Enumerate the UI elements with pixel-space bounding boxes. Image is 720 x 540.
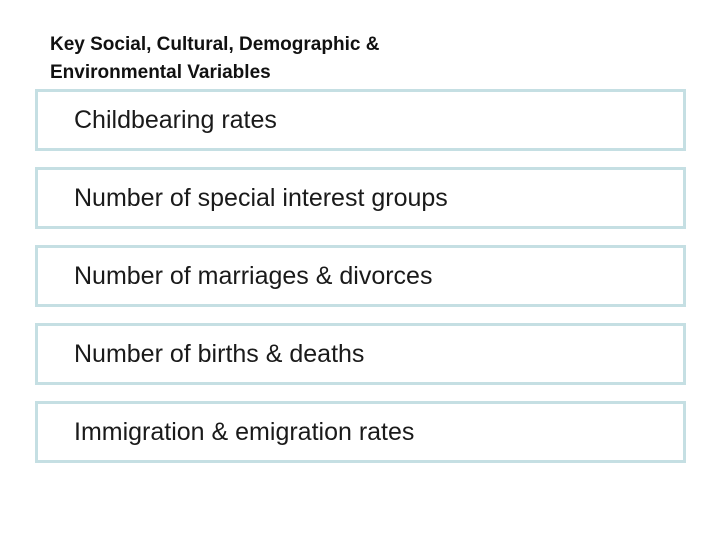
variable-item-label: Number of special interest groups (74, 183, 448, 212)
variable-item-label: Childbearing rates (74, 105, 277, 134)
variable-item-label: Immigration & emigration rates (74, 417, 415, 446)
variable-item-label: Number of marriages & divorces (74, 261, 433, 290)
variable-item-immigration-emigration: Immigration & emigration rates (35, 401, 686, 463)
variable-item-special-interest-groups: Number of special interest groups (35, 167, 686, 229)
variable-item-marriages-divorces: Number of marriages & divorces (35, 245, 686, 307)
variable-item-childbearing-rates: Childbearing rates (35, 89, 686, 151)
variable-item-label: Number of births & deaths (74, 339, 365, 368)
slide-title: Key Social, Cultural, Demographic & Envi… (50, 31, 530, 87)
variable-item-births-deaths: Number of births & deaths (35, 323, 686, 385)
variable-list: Childbearing rates Number of special int… (35, 89, 686, 479)
slide-title-line-1: Key Social, Cultural, Demographic & (50, 34, 380, 55)
slide-title-line-2: Environmental Variables (50, 62, 271, 83)
